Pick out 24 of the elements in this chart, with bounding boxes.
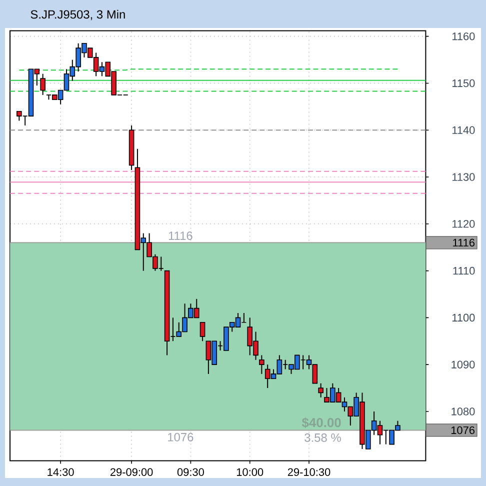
annotation: 1076 bbox=[168, 432, 194, 442]
y-tick-label: 1140 bbox=[452, 126, 475, 134]
y-tick-label: 1160 bbox=[452, 32, 475, 40]
candlestick bbox=[200, 322, 206, 342]
ref-line-label: 1076 bbox=[451, 426, 475, 434]
candlestick bbox=[259, 354, 264, 374]
x-tick-label: 14:30 bbox=[48, 468, 74, 476]
y-tick-label: 1080 bbox=[452, 408, 475, 416]
y-tick-label: 1130 bbox=[452, 173, 475, 181]
candlestick bbox=[318, 382, 324, 398]
x-tick-label: 09:30 bbox=[177, 468, 204, 476]
candlestick bbox=[40, 73, 46, 96]
y-tick-label: 1150 bbox=[452, 79, 475, 88]
y-tick-label: 1090 bbox=[452, 360, 475, 368]
annotation: 1116 bbox=[168, 231, 192, 240]
x-tick-label: 29-10:30 bbox=[288, 468, 330, 476]
y-tick-label: 1120 bbox=[452, 220, 475, 228]
y-tick-label: 1110 bbox=[453, 266, 475, 275]
x-tick-label: 10:00 bbox=[236, 468, 264, 476]
x-tick-label: 29-09:00 bbox=[110, 468, 153, 476]
annotation: 3.58 % bbox=[304, 433, 341, 442]
chart-title: S.JP.J9503, 3 Min bbox=[30, 10, 125, 20]
y-tick-label: 1100 bbox=[452, 314, 475, 322]
ref-line-label: 1116 bbox=[453, 238, 475, 247]
